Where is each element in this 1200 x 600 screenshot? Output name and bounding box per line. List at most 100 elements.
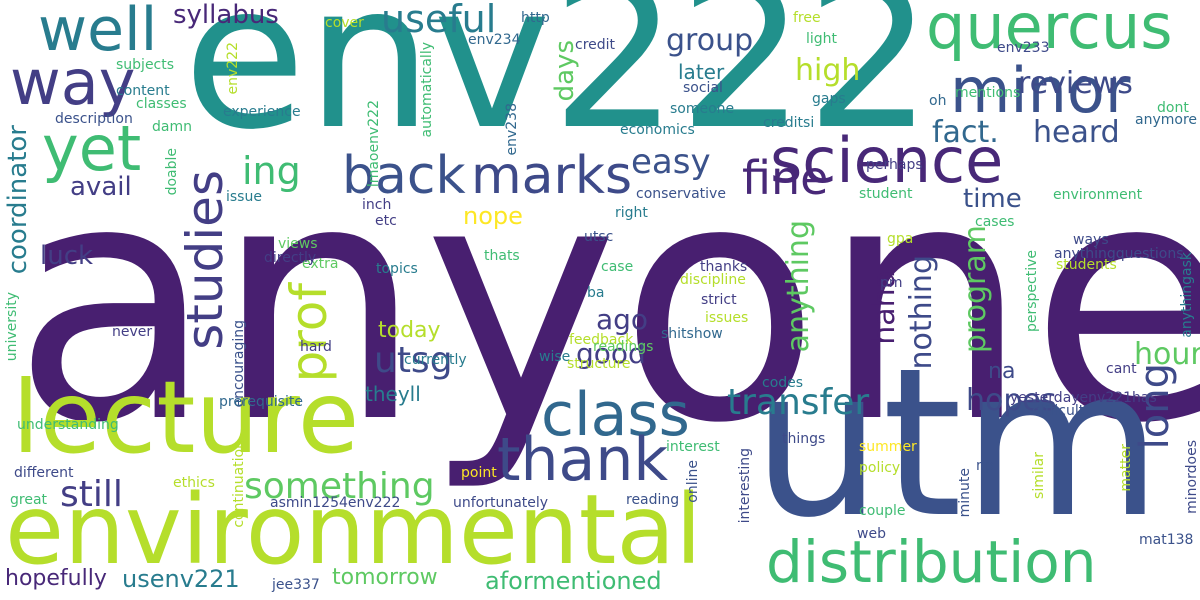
word: different	[14, 465, 74, 481]
word: structure	[567, 356, 631, 372]
word: perhaps	[866, 157, 923, 173]
word: today	[378, 318, 441, 343]
word: asmin1254env222	[270, 495, 401, 511]
word: difficult	[1032, 403, 1085, 419]
word: later	[678, 60, 725, 84]
word: utm	[752, 325, 1162, 563]
word: creditsi	[763, 115, 815, 131]
word: unfortunately	[453, 495, 549, 511]
word: environment	[1053, 187, 1143, 203]
word: cases	[975, 214, 1015, 230]
word: codes	[762, 375, 804, 391]
word: mentions	[955, 85, 1021, 101]
word: fine	[742, 151, 829, 205]
word: time	[963, 184, 1022, 214]
word: fact.	[932, 115, 999, 150]
word: env238	[504, 103, 520, 156]
word: oh	[929, 93, 947, 109]
word: high	[795, 53, 861, 88]
word: environmental	[5, 474, 702, 586]
word: economics	[620, 122, 695, 138]
word: env233	[997, 40, 1050, 56]
word: topics	[376, 261, 418, 277]
word: science	[770, 124, 1004, 197]
word: ing	[242, 149, 301, 193]
word: ba	[587, 285, 605, 301]
word: luck	[40, 241, 94, 271]
word: still	[60, 474, 123, 515]
word: description	[55, 111, 133, 127]
word: program	[958, 225, 993, 354]
word: env222	[183, 0, 933, 174]
word: utsc	[584, 229, 614, 245]
word: aformentioned	[485, 567, 662, 595]
word: issue	[226, 189, 262, 205]
word: gaps	[812, 91, 846, 107]
word: shitshow	[661, 326, 723, 342]
word: lecture	[12, 359, 360, 476]
word: quercus	[926, 0, 1173, 63]
word: marks	[471, 146, 633, 206]
word: ways	[1073, 232, 1109, 248]
word: web	[857, 526, 886, 542]
word: content	[116, 83, 170, 99]
word: subjects	[116, 57, 175, 73]
word: conservative	[636, 186, 726, 202]
word: couple	[859, 503, 906, 519]
word: thank	[497, 425, 669, 495]
word: gpa	[887, 231, 914, 247]
word: discipline	[680, 272, 746, 288]
word: reading	[626, 492, 680, 508]
word: nothing	[904, 255, 939, 370]
word: something	[244, 466, 435, 507]
word: dont	[1157, 100, 1189, 116]
word: thats	[484, 248, 520, 264]
word: anythingquestions	[1054, 246, 1184, 262]
word: well	[38, 0, 158, 65]
word: np	[976, 458, 994, 474]
word: cant	[1106, 361, 1137, 377]
word: readings	[593, 339, 654, 355]
word: perspective	[1024, 250, 1040, 333]
word: prerequisite	[219, 394, 303, 410]
word: way	[10, 46, 136, 119]
word: nope	[463, 202, 523, 230]
word: anythingask	[1179, 252, 1195, 338]
word: etc	[375, 213, 397, 229]
word: long	[1132, 363, 1178, 450]
word: free	[793, 10, 821, 26]
word: heard	[1033, 115, 1120, 150]
word: someone	[670, 101, 735, 117]
word: class	[541, 380, 690, 450]
word: transfer	[727, 382, 870, 423]
word: damn	[152, 119, 192, 135]
word: avail	[70, 172, 132, 202]
word: minute	[957, 468, 973, 518]
word: hour	[1134, 337, 1200, 372]
word: lmaoenv222	[366, 100, 382, 188]
word: minordoes	[1184, 440, 1200, 514]
word: na	[988, 359, 1016, 384]
word: great	[10, 492, 48, 508]
word: group	[666, 23, 754, 58]
word: currently	[404, 352, 467, 368]
word: utsg	[374, 340, 453, 381]
word: wise	[539, 349, 571, 365]
word: jee337	[272, 577, 320, 593]
word: back	[342, 146, 466, 206]
word: extra	[302, 256, 339, 272]
word: issues	[705, 310, 749, 326]
word: similar	[1031, 452, 1047, 499]
word: online	[685, 460, 701, 503]
word: ago	[596, 303, 649, 336]
word: interesting	[737, 448, 753, 524]
word: things	[782, 431, 826, 447]
word: thanks	[700, 259, 748, 275]
word: mat138	[1139, 532, 1194, 548]
word: university	[4, 292, 20, 362]
word: policy	[859, 460, 901, 476]
word: http	[521, 10, 550, 26]
word: env222	[225, 42, 241, 95]
word: reviews	[1018, 66, 1133, 101]
